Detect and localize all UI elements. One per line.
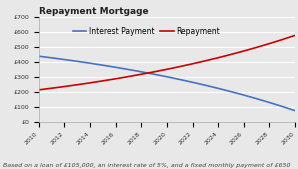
Legend: Interest Payment, Repayment: Interest Payment, Repayment (69, 24, 223, 39)
Text: Based on a loan of £105,000, an interest rate of 5%, and a fixed monthly payment: Based on a loan of £105,000, an interest… (3, 163, 291, 168)
Interest Payment (204, 84, 207, 86)
Repayment (88, 82, 92, 84)
Interest Payment (216, 87, 220, 89)
Repayment (75, 84, 79, 86)
Interest Payment (178, 78, 181, 80)
Interest Payment (114, 66, 117, 68)
Interest Payment (229, 91, 233, 93)
Repayment (114, 78, 117, 80)
Interest Payment (63, 58, 66, 61)
Line: Interest Payment: Interest Payment (39, 56, 295, 111)
Interest Payment (139, 71, 143, 73)
Repayment (293, 34, 297, 36)
Interest Payment (191, 81, 194, 83)
Repayment (204, 60, 207, 62)
Repayment (63, 86, 66, 88)
Repayment (37, 89, 41, 91)
Interest Payment (37, 55, 41, 57)
Repayment (139, 73, 143, 75)
Interest Payment (280, 105, 284, 107)
Repayment (152, 71, 156, 73)
Repayment (229, 53, 233, 55)
Repayment (127, 76, 130, 78)
Repayment (268, 43, 271, 45)
Repayment (50, 87, 53, 89)
Interest Payment (88, 62, 92, 64)
Repayment (178, 66, 181, 68)
Interest Payment (255, 98, 258, 100)
Repayment (216, 57, 220, 59)
Interest Payment (268, 101, 271, 103)
Interest Payment (242, 94, 246, 96)
Repayment (255, 46, 258, 48)
Repayment (191, 63, 194, 65)
Interest Payment (101, 64, 105, 66)
Repayment (165, 68, 169, 70)
Interest Payment (293, 110, 297, 112)
Interest Payment (75, 60, 79, 62)
Interest Payment (50, 57, 53, 59)
Interest Payment (165, 76, 169, 78)
Repayment (242, 50, 246, 52)
Interest Payment (152, 73, 156, 75)
Interest Payment (127, 68, 130, 70)
Text: Repayment Mortgage: Repayment Mortgage (39, 7, 148, 16)
Repayment (101, 80, 105, 82)
Line: Repayment: Repayment (39, 35, 295, 90)
Repayment (280, 39, 284, 41)
